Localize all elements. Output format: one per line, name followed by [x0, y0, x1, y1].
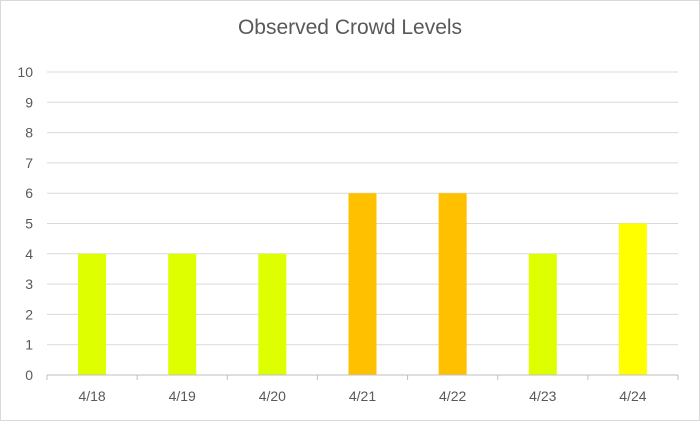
y-axis-ticks: 0 1 2 3 4 5 6 7 8 9 10 — [17, 64, 33, 383]
y-tick-label: 4 — [25, 246, 33, 262]
y-tick-label: 8 — [25, 125, 33, 141]
bars — [78, 193, 647, 375]
y-tick-label: 5 — [25, 216, 33, 232]
y-tick-label: 9 — [25, 94, 33, 110]
x-tick-label: 4/19 — [169, 388, 196, 404]
y-tick-label: 3 — [25, 276, 33, 292]
bar-4-22 — [438, 193, 467, 375]
bar-4-24 — [618, 223, 647, 375]
bar-4-20 — [258, 253, 287, 375]
bar-4-23 — [528, 253, 557, 375]
chart-title: Observed Crowd Levels — [237, 16, 463, 39]
y-tick-label: 10 — [17, 64, 33, 80]
x-tick-label: 4/23 — [529, 388, 556, 404]
y-tick-label: 0 — [25, 367, 33, 383]
x-axis — [46, 374, 679, 380]
bar-4-18 — [78, 253, 107, 375]
y-tick-label: 7 — [25, 155, 33, 171]
x-tick-label: 4/22 — [439, 388, 466, 404]
x-tick-label: 4/18 — [78, 388, 105, 404]
x-tick-label: 4/21 — [349, 388, 376, 404]
x-tick-label: 4/24 — [619, 388, 646, 404]
y-tick-label: 1 — [25, 337, 33, 353]
x-axis-ticks: 4/18 4/19 4/20 4/21 4/22 4/23 4/24 — [78, 388, 646, 404]
y-tick-label: 2 — [25, 306, 33, 322]
x-tick-label: 4/20 — [259, 388, 286, 404]
bar-4-21 — [348, 193, 377, 375]
bar-4-19 — [168, 253, 197, 375]
y-tick-label: 6 — [25, 185, 33, 201]
